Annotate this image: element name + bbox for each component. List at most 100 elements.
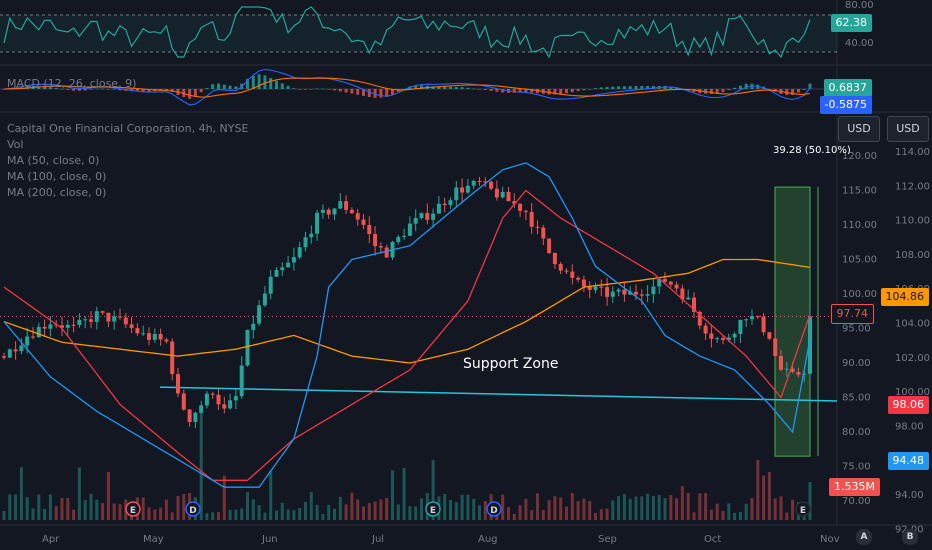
price-axis-label-outer: 102.00 — [895, 353, 930, 364]
signal-line — [3, 77, 811, 98]
candle-body — [407, 223, 412, 236]
macd-histogram-bar — [478, 89, 481, 90]
volume-bar — [385, 498, 389, 520]
volume-bar — [634, 496, 638, 520]
ma50-legend: MA (50, close, 0) — [7, 154, 100, 167]
macd-histogram-bar — [651, 85, 655, 89]
volume-bar — [483, 501, 487, 520]
candle-body — [547, 238, 552, 253]
macd-histogram-bar — [443, 86, 447, 89]
candle-body — [425, 213, 430, 220]
currency-button-inner[interactable]: USD — [838, 116, 880, 142]
macd-histogram-bar — [547, 89, 551, 95]
macd-histogram-bar — [512, 89, 516, 93]
volume-bar — [715, 503, 719, 520]
candle-body — [164, 339, 169, 342]
macd-histogram-bar — [118, 89, 122, 91]
macd-histogram-bar — [553, 89, 557, 95]
macd-histogram-bar — [72, 89, 76, 91]
macd-histogram-bar — [222, 84, 226, 89]
candle-body — [326, 209, 331, 215]
candle-body — [703, 325, 708, 334]
volume-bar — [89, 493, 93, 520]
candle-body — [808, 316, 812, 374]
candle-body — [367, 225, 372, 234]
macd-histogram-bar — [385, 89, 389, 97]
price-axis-label: 80.00 — [842, 427, 871, 438]
volume-bar — [246, 492, 249, 520]
candle-body — [204, 393, 209, 406]
volume-bar — [686, 493, 690, 520]
candle-body — [726, 337, 731, 341]
candle-body — [558, 264, 563, 271]
candle-body — [83, 319, 88, 321]
ma100-tag: 98.06 — [887, 396, 929, 414]
volume-bar — [391, 470, 394, 520]
volume-bar — [443, 493, 447, 520]
candle-body — [239, 365, 244, 397]
macd-histogram-bar — [280, 83, 284, 89]
macd-histogram-bar — [164, 89, 168, 91]
macd-histogram-bar — [54, 87, 58, 89]
volume-bar — [286, 509, 290, 520]
candle-body — [280, 267, 285, 271]
candle-body — [123, 317, 128, 325]
candle-body — [199, 405, 204, 413]
volume-bar — [460, 494, 464, 520]
time-axis-label: Jun — [261, 534, 278, 545]
volume-tag: 1.535M — [829, 478, 880, 496]
candle-body — [796, 372, 801, 375]
macd-histogram-bar — [489, 89, 493, 91]
price-axis-label-outer: 112.00 — [895, 181, 930, 192]
volume-bar — [304, 501, 307, 520]
candle-body — [384, 247, 389, 258]
candle-body — [216, 394, 221, 405]
price-axis-label-outer: 98.00 — [895, 421, 924, 432]
macd-histogram-bar — [565, 89, 568, 94]
candle-body — [431, 213, 436, 220]
ma200-tag: 104.86 — [880, 288, 929, 306]
volume-bar — [228, 509, 232, 520]
time-axis-label: Oct — [704, 534, 721, 545]
candle-body — [13, 349, 18, 352]
candle-body — [176, 374, 180, 394]
currency-button-outer[interactable]: USD — [887, 116, 929, 142]
volume-bar — [170, 512, 174, 520]
macd-value-tag: 0.6837 — [823, 79, 872, 97]
macd-histogram-bar — [344, 89, 348, 93]
volume-bar — [182, 494, 186, 520]
candle-body — [48, 324, 53, 329]
candle-body — [251, 323, 256, 330]
volume-bar — [60, 497, 64, 520]
macd-histogram-bar — [582, 89, 586, 91]
macd-histogram-bar — [211, 84, 215, 89]
volume-bar — [257, 505, 261, 520]
ma200-line — [3, 258, 811, 364]
candle-body — [141, 333, 146, 335]
volume-bar — [779, 496, 783, 520]
support-line — [159, 386, 838, 402]
volume-bar — [106, 472, 110, 520]
volume-bar — [536, 493, 539, 520]
measure-label: 39.28 (50.10%) — [773, 145, 851, 156]
ma50-tag: 94.48 — [887, 452, 929, 470]
candle-body — [628, 291, 633, 295]
event-marker — [795, 501, 811, 517]
volume-bar — [756, 460, 760, 520]
candle-body — [222, 404, 227, 409]
auto-scale-button[interactable]: A — [856, 529, 872, 545]
volume-bar — [744, 503, 748, 520]
candle-body — [645, 294, 650, 296]
macd-histogram-bar — [263, 75, 267, 89]
candle-body — [19, 345, 24, 352]
candle-body — [790, 368, 795, 372]
candle-body — [750, 316, 754, 320]
candle-body — [245, 329, 250, 366]
event-marker-label: E — [430, 506, 436, 516]
candle-body — [268, 276, 273, 294]
candle-body — [413, 218, 418, 224]
log-scale-button[interactable]: B — [902, 529, 918, 545]
volume-bar — [292, 510, 296, 520]
time-axis-label: Aug — [478, 534, 498, 545]
